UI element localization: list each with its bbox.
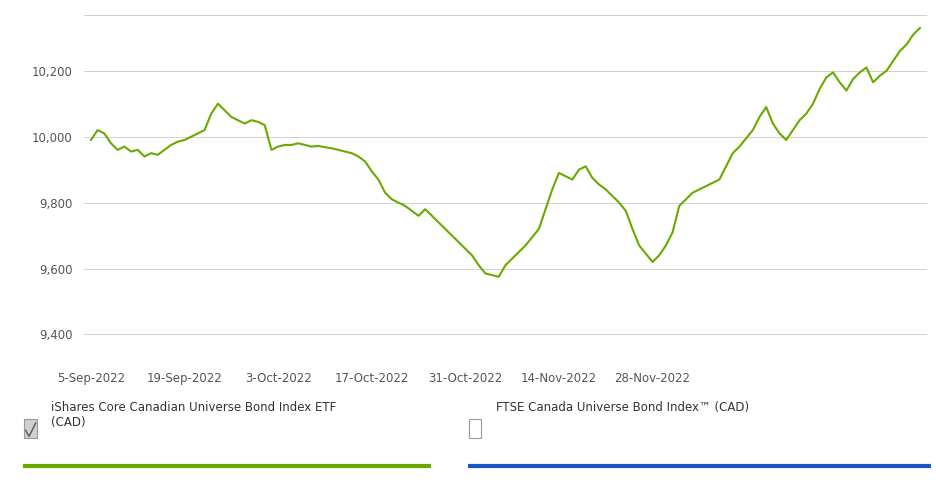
Bar: [24, 419, 37, 438]
Text: FTSE Canada Universe Bond Index™ (CAD): FTSE Canada Universe Bond Index™ (CAD): [496, 401, 749, 414]
Bar: [469, 419, 481, 438]
Text: iShares Core Canadian Universe Bond Index ETF
(CAD): iShares Core Canadian Universe Bond Inde…: [51, 401, 337, 429]
